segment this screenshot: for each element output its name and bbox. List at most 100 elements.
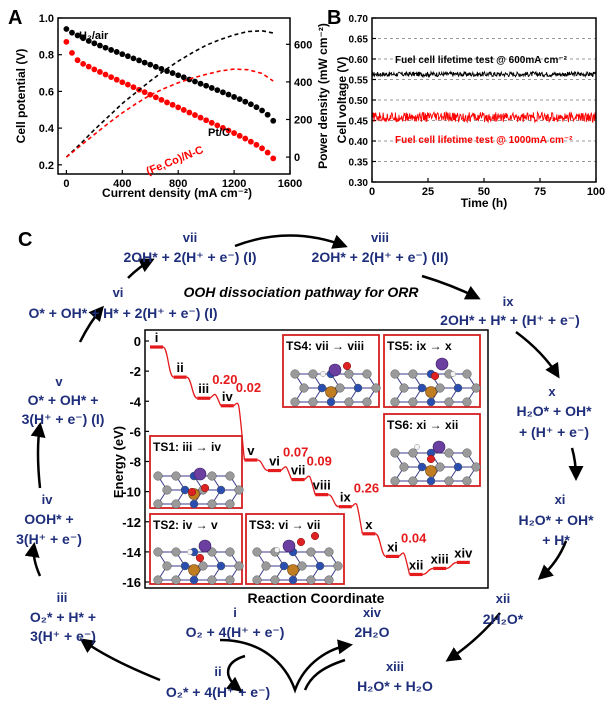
cycle-arrows [24,234,584,694]
panel-a-point [85,38,92,44]
ts-atom-carbon [344,397,354,407]
ts6-label: TS6: xi → xii [387,418,458,432]
ts-atom-carbon [362,369,372,379]
panel-b-ytick-label: 0.55 [349,76,369,87]
panel-a-point [63,26,70,32]
panel-a-point [180,74,187,81]
panel-a-point [259,107,265,114]
energy-state-label: ii [176,360,183,375]
panel-b-ytick-label: 0.50 [349,96,369,107]
ts4-structure [290,361,381,407]
ts3-structure [252,531,343,585]
ts-atom-carbon [306,547,316,557]
panel-a-point [220,125,226,131]
ts-atom-carbon [324,575,334,585]
state-ix-num: ix [503,294,515,309]
ts-atom-carbon [308,369,318,379]
energy-barrier-label: 0.09 [307,454,332,469]
ts-atom-cobalt [193,467,207,481]
panel-a-point [203,82,210,89]
panel-a-point [74,32,81,39]
ts-atom-nitrogen [189,499,199,509]
panel-a-point [97,69,103,75]
ts4-box: TS4: vii → viii [282,334,381,408]
ts-atom-carbon [399,383,409,393]
energy-ytick-label: -6 [129,424,141,439]
ts-atom-carbon [371,383,381,393]
panel-b-xtick-label: 75 [534,186,546,198]
state-xiv-num: xiv [363,605,382,620]
ts-atom-carbon [362,397,372,407]
panel-b-trace-1 [371,110,597,124]
panel-a-point [91,40,98,47]
panel-a-point [242,98,249,105]
arrow-xii-xiii [445,612,501,662]
energy-connector [257,459,269,472]
ts-atom-carbon [290,397,300,407]
ts-atom-oxygen [310,531,320,541]
ts6-structure [390,440,481,486]
ts-atom-carbon [306,575,316,585]
panel-b-xtick-label: 0 [369,186,375,198]
ts-atom-carbon [198,561,208,571]
arrow-ix-x [515,330,560,379]
ts-atom-carbon [290,369,300,379]
ts-atom-carbon [207,471,217,481]
panel-b-plot: 0.30 0.35 0.40 0.45 0.50 0.55 0.60 0.65 0.70 0 25 5… [349,14,606,198]
panel-a-ytick-label: 0.4 [39,123,55,135]
state-i-num: i [233,605,237,620]
panel-a-letter: A [8,7,22,29]
panel-b-letter: B [327,7,341,29]
panel-a-point [147,61,154,68]
ts2-box: TS2: iv → v [149,513,244,585]
energy-xlabel: Reaction Coordinate [248,590,385,606]
ts-atom-cobalt [282,539,296,553]
ts6-box: TS6: xi → xii [383,413,481,487]
panel-a-point [247,138,254,145]
panel-a-point [208,85,215,91]
state-vi-text: O* + OH* + H* + 2(H⁺ + e⁻) (I) [28,305,217,321]
state-v-text2: 3(H⁺ + e⁻) (I) [22,411,105,427]
arrow-xi-xii [537,540,568,580]
ts-atom-carbon [171,547,181,557]
ts-atom-hydrogen [414,444,420,450]
panel-b-ytick-label: 0.45 [349,117,369,128]
ts-atom-carbon [462,397,472,407]
state-xiii-text: H₂O* + H₂O [357,678,433,694]
panel-a-point [130,84,137,91]
panel-a-point [203,117,210,124]
energy-ytick-label: 0 [134,334,141,349]
panel-b-ytick-label: 0.70 [349,14,369,25]
ts-atom-nitrogen [189,575,199,585]
panel-a-point [175,104,182,111]
ts-atom-carbon [252,575,262,585]
panel-a-point [175,72,182,79]
panel-a-point [119,51,126,58]
energy-connector [446,561,457,570]
panel-a-point [236,132,243,139]
energy-ytick-label: -2 [129,364,141,379]
ts-atom-carbon [335,383,345,393]
ts-atom-oxygen [426,454,436,464]
energy-ytick-label: -16 [122,575,141,590]
panel-a-y2label: Power density (mW cm⁻²) [316,23,330,169]
ts-atom-carbon [399,462,409,472]
ts-atom-carbon [153,575,163,585]
cycle-title: OOH dissociation pathway for ORR [184,284,420,300]
ts-atom-nitrogen [417,383,427,393]
panel-a-point [69,49,75,56]
ts-atom-carbon [234,485,244,495]
ts-atom-carbon [171,575,181,585]
panel-b-xlabel: Time (h) [461,196,507,210]
ts-atom-carbon [444,397,454,407]
ts-atom-carbon [171,499,181,509]
energy-barrier-label: 0.07 [283,445,308,460]
ts-atom-carbon [225,575,235,585]
panel-b-ytick-label: 0.65 [349,35,369,46]
state-iii-text2: 3(H⁺ + e⁻) [30,628,96,644]
ts5-box: TS5: ix → x [383,334,481,408]
panel-a-power-line-3 [65,68,274,158]
panel-a-point [253,141,260,148]
panel-a-xtick-label: 0 [63,178,69,190]
panel-a-point [264,149,271,156]
